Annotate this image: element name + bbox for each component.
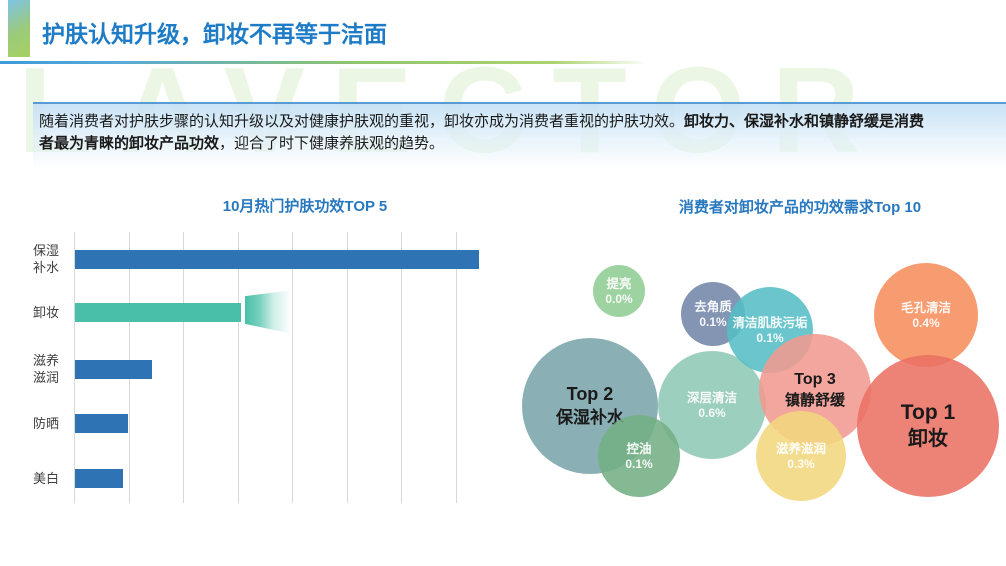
title-accent-bar [8, 0, 30, 57]
bar-category-label: 保湿 补水 [33, 243, 60, 275]
bubble-label: 镇静舒缓 [784, 392, 845, 409]
bubble-rank: Top 1 [900, 401, 956, 424]
gridline [346, 232, 348, 503]
bubble-value: 0.1% [625, 456, 653, 471]
bar-5 [75, 468, 123, 488]
bubble-value: 0.4% [912, 315, 940, 330]
summary-box: 随着消费者对护肤步骤的认知升级以及对健康护肤观的重视，卸妆亦成为消费者重视的护肤… [33, 102, 1006, 170]
bar-chart-title: 10月热门护肤功效TOP 5 [222, 198, 388, 215]
gridline [183, 232, 184, 503]
gridline [455, 232, 457, 503]
gridline [292, 232, 293, 503]
bubble-value: 0.1% [756, 330, 784, 345]
bubble-value: 0.0% [605, 291, 633, 306]
gridline [237, 232, 239, 503]
bar-4 [75, 413, 128, 433]
summary-segment-2: ，迎合了时下健康养肤观的趋势。 [219, 135, 445, 152]
bubble-rank: Top 3 [794, 371, 836, 388]
bubble-label: 清洁肌肤污垢 [732, 315, 808, 330]
bubble-top-1: Top 1 卸妆 [857, 355, 999, 497]
bubble-label: 去角质 [694, 299, 732, 314]
summary-segment-bold: 卸妆力、保湿补水和镇静舒缓是消费者最为青睐的卸妆产品功效 [39, 113, 925, 152]
bubble-label: 滋养滋润 [775, 441, 826, 456]
bar-2 [75, 302, 241, 322]
bubble-label: 卸妆 [908, 428, 948, 450]
summary-segment-1: 随着消费者对护肤步骤的认知升级以及对健康护肤观的重视，卸妆亦成为消费者重视的护肤… [39, 113, 685, 130]
page-title: 护肤认知升级，卸妆不再等于洁面 [42, 21, 387, 47]
bubble-label: 深层清洁 [686, 390, 737, 405]
bubble-label: 保湿补水 [556, 408, 624, 427]
bubble-label: 控油 [626, 441, 652, 456]
bubble-value: 0.3% [787, 456, 815, 471]
bubble-chart-title: 消费者对卸妆产品的功效需求Top 10 [678, 199, 922, 216]
bar-category-label: 卸妆 [33, 305, 60, 320]
bar-category-label: 滋养 滋润 [33, 353, 60, 385]
bar-chart-plot: 保湿 补水卸妆滋养 滋润防晒美白 [33, 232, 484, 503]
bubble-value: 0.1% [699, 314, 727, 329]
bubble-item: 毛孔清洁 0.4% [874, 263, 978, 367]
gridline [74, 232, 75, 503]
bubble-value: 0.6% [698, 405, 726, 420]
title-underline [0, 61, 642, 64]
gridline [401, 232, 402, 503]
bubble-label: 毛孔清洁 [900, 300, 951, 315]
bar-3 [75, 359, 152, 379]
bubble-rank: Top 2 [566, 384, 614, 404]
bubble-item: 控油 0.1% [598, 415, 680, 497]
bar-1 [75, 249, 479, 269]
bubble-item: 滋养滋润 0.3% [756, 411, 846, 501]
bubble-label: 提亮 [606, 276, 632, 291]
bubble-item: 提亮 0.0% [593, 265, 645, 317]
bar-category-label: 美白 [33, 471, 60, 486]
summary-text: 随着消费者对护肤步骤的认知升级以及对健康护肤观的重视，卸妆亦成为消费者重视的护肤… [33, 104, 1006, 155]
bar-category-label: 防晒 [33, 416, 60, 431]
